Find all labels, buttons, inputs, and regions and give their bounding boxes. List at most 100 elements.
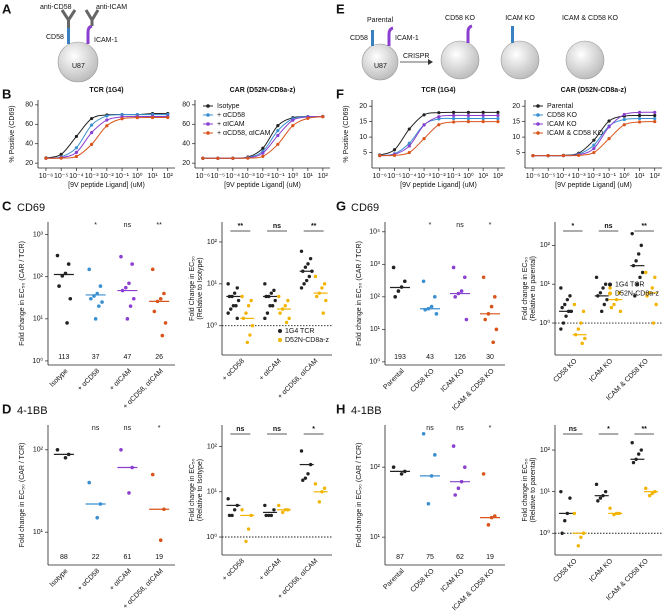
- chart-title: CAR (D52N-CD8a-z): [561, 87, 627, 94]
- diagram-label: CD58 KO: [445, 15, 476, 22]
- y-tick-label: 10¹: [540, 281, 551, 288]
- data-point: [127, 281, 131, 286]
- data-point: [55, 253, 60, 258]
- data-point: [653, 120, 657, 124]
- data-point: [307, 274, 311, 279]
- x-tick-label: 10⁻²: [256, 173, 270, 180]
- data-point: [466, 110, 470, 114]
- data-point: [609, 305, 614, 310]
- data-point: [602, 302, 607, 307]
- y-tick-label: 10⁰: [539, 319, 550, 327]
- y-tick-label: 10¹: [207, 489, 218, 496]
- data-point: [66, 262, 71, 266]
- data-point: [463, 275, 467, 280]
- data-point: [272, 508, 276, 512]
- data-point: [572, 302, 577, 307]
- data-point: [276, 129, 280, 133]
- x-tick-label: 10¹: [478, 173, 489, 180]
- legend-marker: [206, 104, 210, 108]
- data-point: [434, 312, 439, 316]
- data-point: [546, 154, 550, 158]
- data-point: [291, 124, 295, 128]
- diagram-e: Parental CD58 ICAM-1 U87 CRISPR CD58 KO …: [350, 15, 619, 81]
- data-point: [321, 311, 325, 315]
- data-point: [576, 327, 581, 331]
- x-tick-label: 10⁻³: [241, 173, 255, 180]
- data-point: [598, 291, 603, 295]
- data-point: [637, 116, 642, 121]
- data-point: [250, 324, 255, 328]
- data-point: [57, 284, 61, 288]
- x-tick-label: 10¹: [634, 173, 645, 180]
- data-point: [603, 489, 608, 494]
- section-label: CD69: [17, 202, 45, 214]
- y-axis-label: % Positive (CD69): [343, 105, 350, 162]
- chart: 5 10 15 20 10⁻⁶ 10⁻⁵ 10⁻⁴ 10⁻³ 10⁻² 10⁻¹ 10⁰ 10¹ 10²…: [512, 87, 662, 189]
- y-tick-label: 10¹: [370, 534, 381, 541]
- data-point: [65, 321, 69, 325]
- y-axis-label: (Relative to Isotype): [197, 459, 204, 521]
- data-point: [105, 114, 109, 118]
- data-point: [456, 486, 461, 491]
- data-point: [451, 444, 456, 448]
- data-point: [308, 256, 313, 261]
- data-point: [644, 270, 648, 275]
- x-tick-label: 10⁻²: [432, 173, 446, 180]
- chart-title: TCR (1G4): [421, 87, 455, 94]
- data-point: [422, 137, 426, 141]
- data-point: [265, 311, 270, 315]
- median-label: 30: [486, 354, 494, 361]
- data-point: [130, 262, 134, 266]
- significance: **: [156, 222, 162, 229]
- data-point: [59, 156, 63, 160]
- x-tick-label: Isotype: [49, 368, 70, 389]
- data-point: [592, 146, 596, 151]
- legend-label: 1G4 TCR: [615, 281, 644, 288]
- x-tick-label: 10⁻⁴: [69, 173, 84, 180]
- x-tick-label: 10¹: [303, 173, 314, 180]
- data-point: [150, 115, 155, 120]
- y-tick-label: 10¹: [33, 316, 44, 323]
- data-point: [630, 441, 634, 445]
- data-point: [636, 452, 641, 456]
- data-point: [160, 333, 165, 338]
- data-point: [97, 304, 101, 308]
- legend-marker: [206, 131, 210, 135]
- data-point: [437, 123, 441, 127]
- data-point: [392, 153, 397, 157]
- data-point: [263, 503, 267, 508]
- data-point: [230, 513, 234, 518]
- data-point: [407, 144, 411, 148]
- data-point: [303, 265, 308, 269]
- data-point: [44, 156, 48, 160]
- significance: ns: [273, 426, 281, 433]
- data-point: [150, 472, 155, 477]
- data-point: [481, 116, 485, 121]
- x-tick-label: 10⁻²: [100, 173, 114, 180]
- median-label: 126: [454, 354, 466, 361]
- data-point: [232, 508, 237, 512]
- y-tick-label: 10⁰: [539, 529, 550, 537]
- y-tick-label: 10⁰: [369, 358, 380, 366]
- diagram-label: CD58: [46, 34, 64, 41]
- chart: 10⁰ 10¹ 10² 10³ 10⁴ Fold change in EC₅₀ (CAR …: [356, 222, 505, 412]
- x-tick-label: 10⁻³: [85, 173, 99, 180]
- data-point: [622, 117, 626, 122]
- legend-marker: [536, 113, 540, 117]
- y-axis-label: Fold change in EC₅₀ (CAR / TCR): [356, 241, 363, 346]
- data-point: [226, 282, 230, 286]
- data-point: [496, 120, 500, 124]
- significance: **: [641, 426, 647, 433]
- x-axis-label: [9V peptide Ligand] (uM): [555, 182, 632, 189]
- data-point: [653, 116, 657, 121]
- data-point: [559, 286, 563, 290]
- x-tick-label: ICAM KO: [440, 567, 466, 593]
- y-tick-label: 60: [25, 121, 33, 128]
- x-tick-label: 10⁰: [288, 172, 299, 180]
- data-point: [74, 150, 79, 154]
- x-tick-label: Parental: [382, 567, 406, 591]
- data-point: [287, 316, 291, 321]
- data-point: [560, 531, 564, 535]
- y-axis-label: % Positive (CD69): [9, 105, 16, 162]
- data-point: [320, 286, 324, 290]
